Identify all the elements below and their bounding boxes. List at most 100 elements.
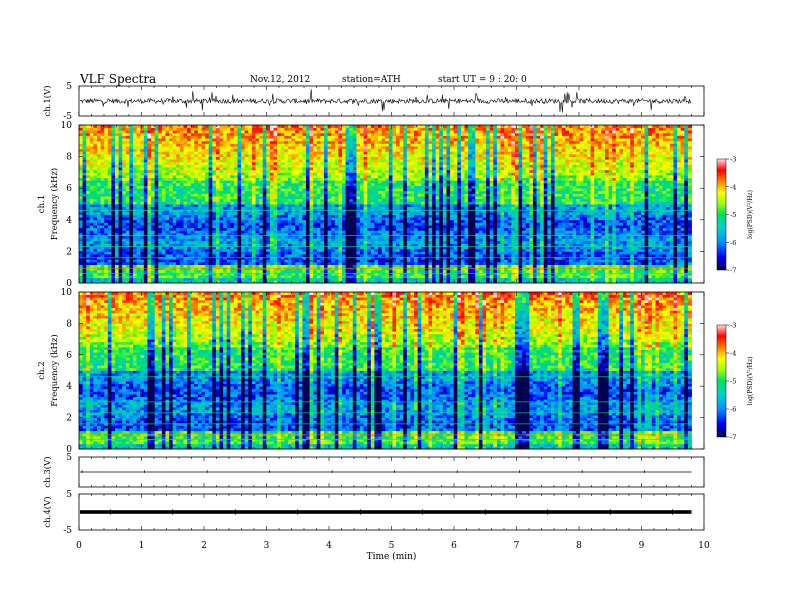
ch1-spectrogram-cell [298, 248, 303, 252]
ch1-spectrogram-cell [349, 272, 354, 276]
ch1-spectrogram-cell [287, 169, 292, 173]
ch1-spectrogram-cell [187, 238, 192, 242]
ch1-spectrogram-cell [331, 227, 336, 231]
ch1-spectrogram-cell [316, 246, 321, 250]
ch1-spectrogram-cell [219, 269, 224, 273]
ch1-spectrogram-cell [219, 280, 224, 284]
ch1-spectrogram-cell [161, 151, 166, 155]
ch1-spectrogram-cell [316, 151, 321, 155]
ch1-spectrogram-cell [309, 280, 314, 284]
ch1-spectrogram-cell [255, 246, 260, 250]
ch1-spectrogram-cell [154, 146, 159, 150]
ch1-spectrogram-cell [309, 277, 314, 281]
ch1-spectrogram-cell [313, 206, 318, 210]
ch1-spectrogram-cell [295, 272, 300, 276]
ch1-spectrogram-cell [129, 146, 134, 150]
date-label: Nov.12, 2012 [250, 75, 310, 85]
ch1-spectrogram-cell [197, 264, 202, 268]
ch1-spectrogram-cell [360, 125, 365, 129]
ch1-spectrogram-cell [115, 219, 120, 223]
ch1-spectrogram-cell [169, 164, 174, 168]
ch1-spectrogram-cell [197, 190, 202, 194]
ch1-spectrogram-cell [147, 153, 152, 157]
ch1-spectrogram-cell [316, 185, 321, 189]
ch1-spectrogram-cell [129, 251, 134, 255]
ch1-spectrogram-cell [230, 146, 235, 150]
ch1-spectrogram-cell [244, 161, 249, 165]
ch1-spectrogram-cell [352, 248, 357, 252]
ch1-spectrogram-cell [151, 188, 156, 192]
ch1-spectrogram-cell [345, 235, 350, 239]
ch1-spectrogram-cell [187, 246, 192, 250]
ch1-spectrogram-cell [313, 125, 318, 129]
ch1-spectrogram-cell [352, 251, 357, 255]
ch1-spectrogram-cell [298, 161, 303, 165]
ch1-spectrogram-cell [143, 167, 148, 171]
ch1-spectrogram-cell [345, 261, 350, 265]
ch1-spectrogram-cell [133, 214, 138, 218]
ch1-spectrogram-cell [208, 132, 213, 136]
ch1-spectrogram-cell [115, 198, 120, 202]
ch1-spectrogram-cell [367, 227, 372, 231]
ch1-spectrogram-cell [324, 135, 328, 139]
ch1-spectrogram-cell [86, 188, 91, 192]
ch1-spectrogram-cell [147, 204, 152, 208]
ch1-spectrogram-cell [313, 240, 318, 244]
ch1-spectrogram-cell [147, 201, 152, 205]
ch1-spectrogram-cell [205, 143, 210, 147]
ch1-spectrogram-cell [241, 246, 246, 250]
ch1-spectrogram-cell [338, 130, 343, 134]
ch1-spectrogram-cell [111, 248, 116, 252]
ch1-spectrogram-cell [79, 182, 83, 186]
ch1-spectrogram-cell [143, 251, 148, 255]
ch1-spectrogram-cell [259, 238, 264, 242]
ch1-spectrogram-cell [223, 196, 228, 200]
ch1-spectrogram-cell [320, 261, 325, 265]
ch1-spectrogram-cell [201, 280, 206, 284]
ch1-spectrogram-cell [356, 159, 361, 163]
ch1-spectrogram-cell [147, 238, 152, 242]
ch1-spectrogram-cell [133, 240, 138, 244]
ch1-spectrogram-cell [183, 169, 188, 173]
ch1-spectrogram-cell [367, 261, 372, 265]
ch1-spectrogram-cell [295, 209, 300, 213]
ch1-spectrogram-cell [345, 217, 350, 221]
ch1-spectrogram-cell [327, 230, 332, 234]
ch1-spectrogram-cell [89, 235, 94, 239]
ch1-spectrogram-cell [118, 238, 123, 242]
ch1-spectrogram-cell [277, 156, 282, 160]
ch1-spectrogram-cell [201, 261, 206, 265]
ch1-spectrogram-cell [309, 132, 314, 136]
ch1-spectrogram-cell [125, 153, 130, 157]
ch1-spectrogram-cell [205, 214, 210, 218]
ch1-spectrogram-cell [295, 127, 300, 131]
ch1-spectrogram-cell [277, 190, 282, 194]
ch1-spectrogram-cell [367, 140, 372, 144]
ch1-spectrogram-cell [305, 143, 310, 147]
ch1-spectrogram-cell [197, 222, 202, 226]
ch1-spectrogram-cell [259, 246, 264, 250]
ch1-spectrogram-cell [360, 151, 365, 155]
ch1-spectrogram-cell [284, 243, 289, 247]
ch1-spectrogram-cell [111, 153, 116, 157]
ch1-spectrogram-cell [100, 277, 105, 281]
ch1-spectrogram-cell [269, 209, 274, 213]
ch1-spectrogram-cell [313, 256, 318, 260]
ch1-spectrogram-cell [360, 161, 365, 165]
ch1-spectrogram-cell [122, 261, 127, 265]
ch1-spectrogram-cell [349, 164, 354, 168]
ch1-spectrogram-cell [226, 146, 231, 150]
ch1-spectrogram-cell [197, 227, 202, 231]
ch1-spectrogram-cell [161, 217, 166, 221]
ch1-spectrogram-cell [338, 138, 343, 142]
ch1-spectrogram-cell [136, 153, 141, 157]
ch1-spectrogram-cell [262, 227, 267, 231]
ch1-spectrogram-cell [233, 275, 238, 279]
ch1-spectrogram-cell [197, 206, 202, 210]
ch1-spectrogram-cell [215, 169, 220, 173]
ch1-spectrogram-cell [82, 280, 87, 284]
ch1-spectrogram-cell [107, 275, 112, 279]
ch1-spectrogram-cell [338, 161, 343, 165]
ch1-spectrogram-cell [356, 235, 361, 239]
ch1-spectrogram-cell [179, 188, 184, 192]
